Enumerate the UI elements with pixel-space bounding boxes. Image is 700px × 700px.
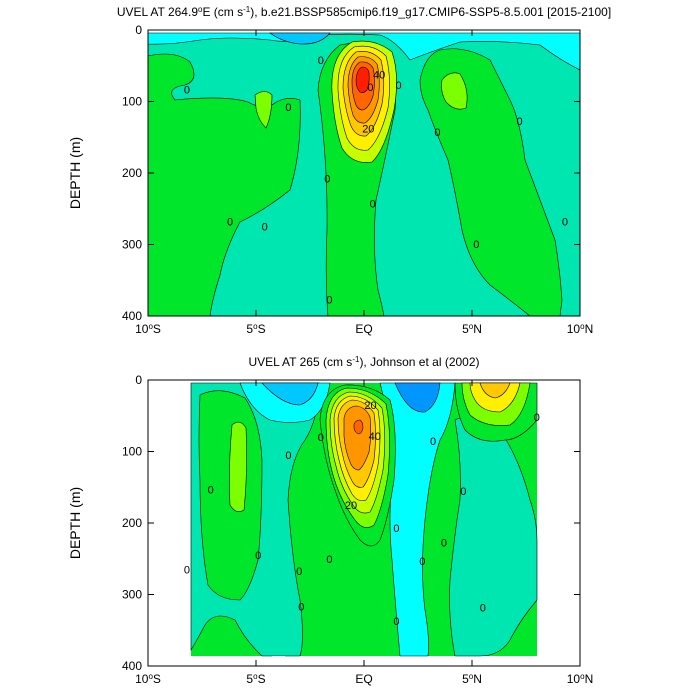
panel-top-contour-label-15: 0 bbox=[562, 217, 568, 229]
panel-top-band-left-lime bbox=[254, 91, 273, 129]
panel-top-contour-label-11: 0 bbox=[262, 222, 268, 234]
panel-top-contour-label-12: 0 bbox=[326, 295, 332, 307]
panel-top-contour-label-13: 0 bbox=[473, 239, 479, 251]
panel-top-contour-label-4: 0 bbox=[318, 55, 324, 67]
panel-bottom-contour-label-9: 0 bbox=[393, 523, 399, 535]
panel-bottom-contour-label-14: 0 bbox=[184, 564, 190, 576]
panel-bottom-contour-label-10: 0 bbox=[441, 537, 447, 549]
panel-bottom-band-right-turquoise bbox=[449, 416, 538, 657]
panel-bottom-contour-label-12: 0 bbox=[326, 554, 332, 566]
panel-bottom-xtick-label-2: EQ bbox=[355, 672, 372, 686]
panel-top-contour-label-0: 40 bbox=[373, 69, 385, 81]
panel-bottom-band-surface-blue-light bbox=[261, 382, 319, 406]
panel-top-contour-label-9: 0 bbox=[370, 199, 376, 211]
panel-bottom-contour-label-8: 0 bbox=[534, 412, 540, 424]
panel-bottom-contour-label-1: 40 bbox=[369, 431, 381, 443]
panel-top-ylabel: DEPTH (m) bbox=[67, 137, 83, 209]
panel-top-contour-label-10: 0 bbox=[227, 217, 233, 229]
panel-top-title: UVEL AT 264.9oE (cm s-1), b.e21.BSSP585c… bbox=[117, 5, 611, 19]
panel-bottom-band-left-lime bbox=[229, 421, 247, 512]
panel-bottom: UVEL AT 265 (cm s-1), Johnson et al (200… bbox=[67, 355, 593, 686]
panel-top-contour-label-8: 0 bbox=[324, 174, 330, 186]
panel-top-xtick-label-4: 10oN bbox=[567, 322, 593, 336]
panel-top-plot-area: 40 20 0 0 0 0 0 0 0 0 0 0 0 0 0 0 bbox=[148, 30, 580, 316]
panel-bottom-contour-label-11: 0 bbox=[255, 550, 261, 562]
panel-bottom-band-right-surface-blue bbox=[394, 382, 441, 413]
panel-bottom-band-euc-orange bbox=[343, 405, 372, 471]
panel-top-contour-label-6: 0 bbox=[434, 127, 440, 139]
panel-top-xtick-label-0: 10oS bbox=[135, 322, 161, 336]
panel-bottom-contour-label-5: 0 bbox=[318, 432, 324, 444]
panel-top-band-surface-cyan bbox=[148, 32, 580, 71]
panel-bottom-xtick-label-4: 10oN bbox=[567, 672, 593, 686]
panel-top-ytick-label-3: 300 bbox=[122, 238, 142, 252]
panel-bottom-contour-label-7: 0 bbox=[460, 486, 466, 498]
panel-top-contour-labels: 40 20 0 0 0 0 0 0 0 0 0 0 0 0 0 0 bbox=[184, 55, 568, 307]
panel-bottom-ytick-label-3: 300 bbox=[122, 588, 142, 602]
panel-bottom-contour-labels: 20 40 20 0 0 0 0 0 0 0 0 0 0 0 0 0 0 0 0 bbox=[184, 400, 540, 628]
panel-bottom-contour-label-15: 0 bbox=[296, 566, 302, 578]
panel-bottom-xtick-label-1: 5oS bbox=[246, 672, 265, 686]
panel-bottom-band-right-gold bbox=[479, 382, 511, 399]
panel-bottom-x-axis: 10oS 5oS EQ 5oN 10oN bbox=[135, 380, 593, 686]
panel-top-contour-label-1: 20 bbox=[362, 124, 374, 136]
panel-bottom-contour-label-4: 0 bbox=[285, 450, 291, 462]
panel-top-ytick-label-1: 100 bbox=[122, 95, 142, 109]
panel-top-contour-label-3: 0 bbox=[285, 102, 291, 114]
panel-bottom-contour-label-2: 20 bbox=[345, 500, 357, 512]
panel-top-xtick-label-3: 5oN bbox=[462, 322, 482, 336]
panel-top-band-euc-red bbox=[355, 66, 370, 93]
panel-bottom-contour-label-6: 0 bbox=[430, 436, 436, 448]
panel-top-contour-label-14: 0 bbox=[516, 116, 522, 128]
panel-top-ytick-label-2: 200 bbox=[122, 166, 142, 180]
panel-bottom-contour-label-16: 0 bbox=[298, 602, 304, 614]
panel-top-ytick-label-4: 400 bbox=[122, 309, 142, 323]
panel-top-band-right-lime bbox=[441, 72, 468, 110]
panel-bottom-contour-label-13: 0 bbox=[419, 556, 425, 568]
panel-bottom-ytick-label-4: 400 bbox=[122, 659, 142, 673]
panel-bottom-contour-label-18: 0 bbox=[393, 616, 399, 628]
panel-bottom-contour-label-0: 20 bbox=[364, 400, 376, 412]
panel-bottom-xtick-label-3: 5oN bbox=[462, 672, 482, 686]
panel-top-contour-label-2: 0 bbox=[184, 84, 190, 96]
panel-top-xtick-label-2: EQ bbox=[355, 322, 372, 336]
panel-top-band-right-green bbox=[419, 48, 563, 316]
panel-bottom-ytick-label-0: 0 bbox=[135, 373, 142, 387]
panel-bottom-band-euc-orange-red bbox=[353, 419, 364, 435]
panel-top-contour-label-5: 0 bbox=[367, 82, 373, 94]
panel-bottom-plot-area: 20 40 20 0 0 0 0 0 0 0 0 0 0 0 0 0 0 0 0 bbox=[148, 380, 580, 666]
panel-top-x-axis: 10oS 5oS EQ 5oN 10oN bbox=[135, 30, 593, 336]
panel-bottom-xtick-label-0: 10oS bbox=[135, 672, 161, 686]
panel-bottom-ytick-label-2: 200 bbox=[122, 516, 142, 530]
panel-bottom-title: UVEL AT 265 (cm s-1), Johnson et al (200… bbox=[248, 355, 479, 369]
panel-bottom-ylabel: DEPTH (m) bbox=[67, 487, 83, 559]
panel-top-ytick-label-0: 0 bbox=[135, 23, 142, 37]
panel-bottom-ytick-label-1: 100 bbox=[122, 445, 142, 459]
panel-top-xtick-label-1: 5oS bbox=[246, 322, 265, 336]
panel-bottom-missing-notches bbox=[191, 656, 537, 666]
panel-top-band-blue-patch bbox=[269, 32, 331, 45]
panel-bottom-contour-label-3: 0 bbox=[208, 484, 214, 496]
panel-bottom-contour-label-17: 0 bbox=[480, 602, 486, 614]
panel-top: UVEL AT 264.9oE (cm s-1), b.e21.BSSP585c… bbox=[67, 5, 611, 336]
panel-top-contour-label-7: 0 bbox=[395, 80, 401, 92]
